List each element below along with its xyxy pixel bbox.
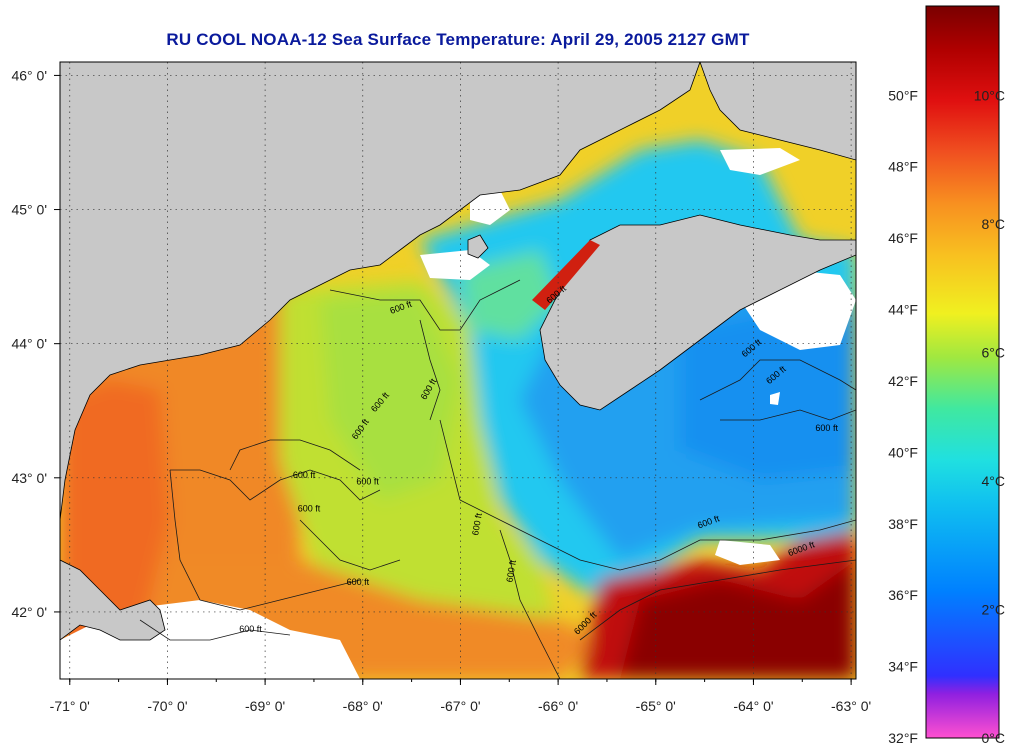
lon-tick-label: -64° 0' xyxy=(733,698,773,714)
lat-tick-label: 45° 0' xyxy=(11,202,47,218)
lat-tick-label: 43° 0' xyxy=(11,470,47,486)
colorbar-c-label: 10°C xyxy=(974,87,1005,103)
colorbar-c-label: 6°C xyxy=(982,344,1006,360)
contour-label: 600 ft xyxy=(239,624,262,634)
colorbar-celsius-labels: 10°C 8°C 6°C 4°C 2°C 0°C xyxy=(974,87,1005,746)
lon-tick-label: -67° 0' xyxy=(440,698,480,714)
colorbar-f-label: 34°F xyxy=(888,659,918,675)
lon-tick-label: -65° 0' xyxy=(636,698,676,714)
colorbar-c-label: 4°C xyxy=(982,473,1006,489)
contour-label: 600 ft xyxy=(347,577,370,587)
contour-label: 600 ft xyxy=(815,423,838,433)
contour-label: 600 ft xyxy=(298,503,321,513)
contour-label: 600 ft xyxy=(293,470,316,480)
colorbar-f-label: 32°F xyxy=(888,730,918,746)
colorbar-f-label: 44°F xyxy=(888,302,918,318)
map-area: 600 ft 600 ft 600 ft 600 ft 600 ft 600 ft 600 … xyxy=(60,62,856,679)
lon-axis: -71° 0' -70° 0' -69° 0' -68° 0' -67° 0' -66° … xyxy=(50,679,871,714)
depth-contours xyxy=(139,279,856,679)
lon-tick-label: -70° 0' xyxy=(147,698,187,714)
colorbar-f-label: 50°F xyxy=(888,87,918,103)
contour-label: 600 ft xyxy=(356,477,379,487)
colorbar-c-label: 8°C xyxy=(982,216,1006,232)
lon-tick-label: -68° 0' xyxy=(343,698,383,714)
lat-tick-label: 42° 0' xyxy=(11,604,47,620)
colorbar-fahrenheit-labels: 50°F 48°F 46°F 44°F 42°F 40°F 38°F 36°F 34°F 32°F xyxy=(888,87,918,746)
lon-tick-label: -71° 0' xyxy=(50,698,90,714)
digby-warm-strip xyxy=(532,240,600,310)
lat-tick-label: 44° 0' xyxy=(11,336,47,352)
lon-tick-label: -66° 0' xyxy=(538,698,578,714)
colorbar-c-label: 0°C xyxy=(982,730,1006,746)
contour-label: 600 ft xyxy=(504,559,518,583)
map-title: RU COOL NOAA-12 Sea Surface Temperature:… xyxy=(166,30,750,49)
colorbar-f-label: 46°F xyxy=(888,230,918,246)
colorbar-f-label: 40°F xyxy=(888,444,918,460)
map-frame xyxy=(59,61,857,680)
lon-tick-label: -69° 0' xyxy=(245,698,285,714)
colorbar-f-label: 48°F xyxy=(888,159,918,175)
colorbar-f-label: 38°F xyxy=(888,516,918,532)
colorbar-f-label: 42°F xyxy=(888,373,918,389)
land-masses xyxy=(60,62,856,641)
colorbar-c-label: 2°C xyxy=(982,601,1006,617)
colorbar-f-label: 36°F xyxy=(888,587,918,603)
colorbar xyxy=(925,5,1000,739)
map-graticule xyxy=(60,62,856,679)
contour-label: 600 ft xyxy=(470,512,484,536)
lon-tick-label: -63° 0' xyxy=(831,698,871,714)
lat-tick-label: 46° 0' xyxy=(11,67,47,83)
lat-axis: 46° 0' 45° 0' 44° 0' 43° 0' 42° 0' xyxy=(11,67,60,620)
